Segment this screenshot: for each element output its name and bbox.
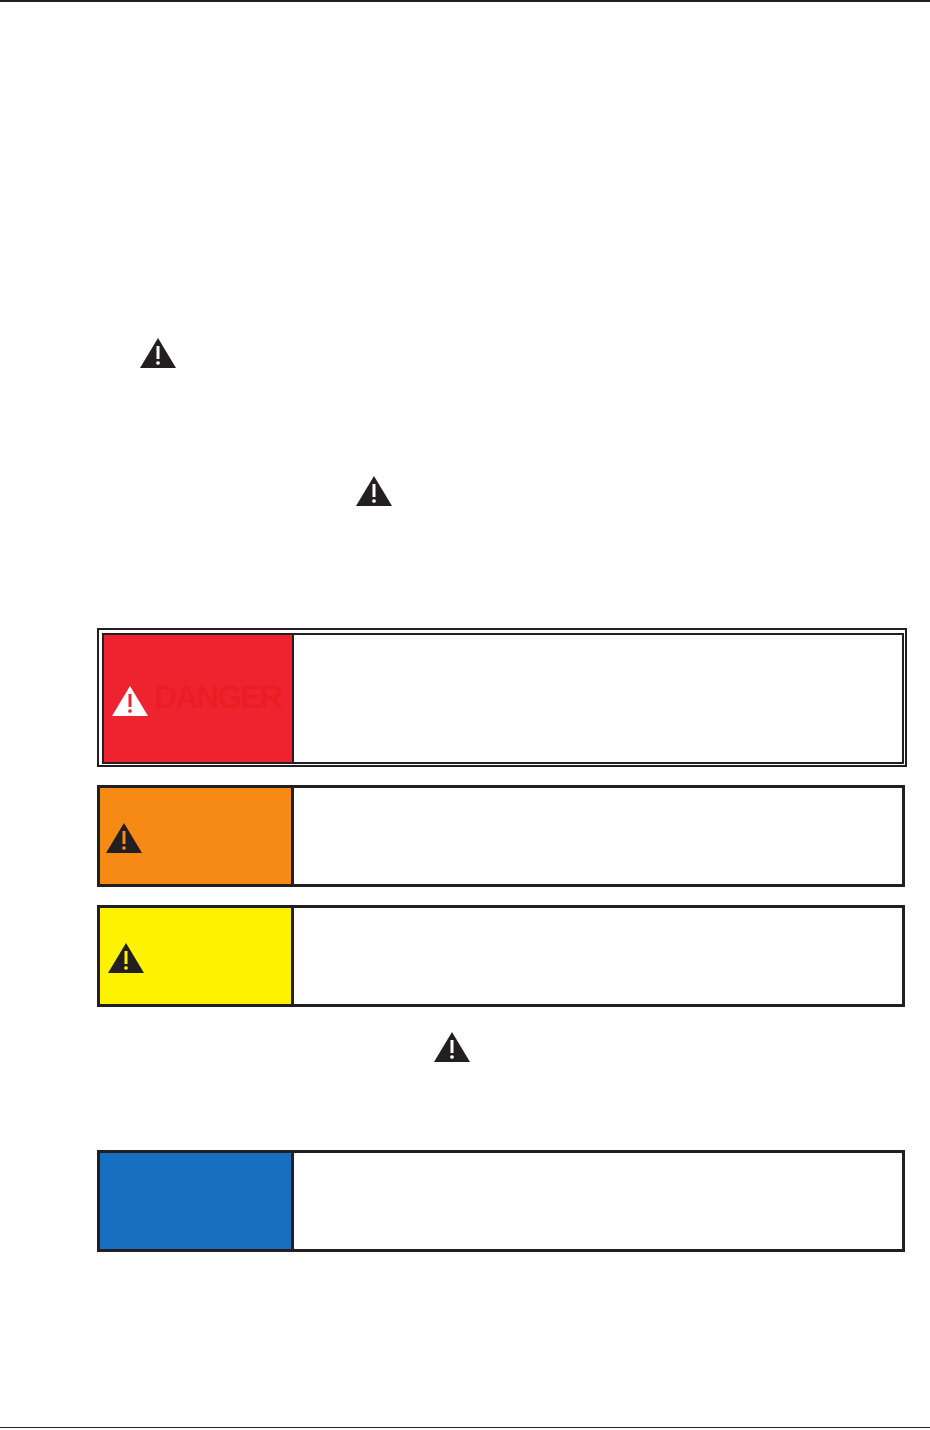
- danger-box: DANGER: [97, 628, 907, 767]
- warning-triangle-icon: [356, 476, 392, 506]
- warning-triangle-icon: [140, 338, 176, 368]
- warning-box: [97, 785, 905, 887]
- caution-panel: [100, 908, 294, 1004]
- danger-panel: DANGER: [104, 635, 294, 762]
- warning-panel: [100, 788, 294, 884]
- warning-triangle-icon: [108, 943, 144, 973]
- warning-triangle-icon: [434, 1032, 470, 1062]
- danger-label: DANGER: [154, 679, 283, 715]
- header-rule: [0, 0, 930, 2]
- footer-rule: [0, 1427, 930, 1428]
- notice-box: [97, 1150, 905, 1252]
- caution-box: [97, 905, 905, 1007]
- notice-panel: [100, 1153, 294, 1249]
- warning-triangle-icon: [106, 823, 142, 853]
- warning-triangle-icon: [112, 686, 148, 716]
